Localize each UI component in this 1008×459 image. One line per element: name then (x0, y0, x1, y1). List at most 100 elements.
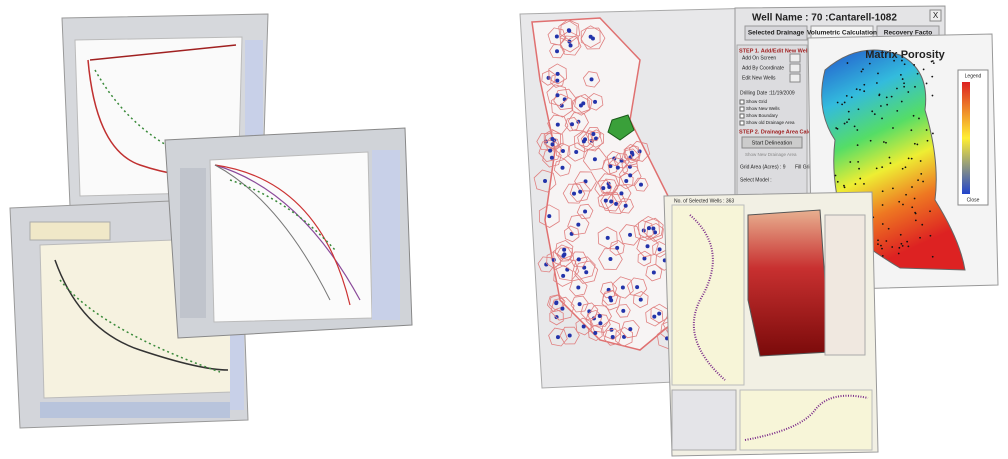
grid-cell (558, 19, 581, 43)
well (593, 99, 598, 104)
well (550, 137, 555, 142)
well (904, 166, 907, 169)
well (853, 125, 856, 128)
well (574, 150, 579, 155)
panel-title: Well Name : 70 :Cantarell-1082 (752, 13, 897, 24)
well (645, 244, 650, 249)
well (882, 141, 885, 143)
well (859, 177, 862, 180)
grid-cell (554, 239, 574, 260)
well (593, 330, 598, 335)
well (912, 114, 915, 117)
map-title: Matrix Porosity (865, 49, 945, 61)
legend-scale (962, 82, 970, 194)
close-label[interactable]: Close (967, 197, 980, 203)
grid-cell (577, 131, 593, 148)
curve (214, 164, 331, 301)
well (856, 144, 859, 147)
button[interactable] (789, 73, 801, 83)
well (921, 223, 924, 226)
well (863, 83, 866, 86)
grid-cell (618, 224, 642, 246)
grid-cell (538, 204, 560, 228)
well (903, 63, 906, 66)
grid-cell (569, 181, 591, 202)
well (843, 186, 846, 189)
well (603, 198, 608, 203)
well (931, 132, 934, 135)
button-label[interactable]: Add By Coordinate (742, 65, 784, 71)
well (914, 85, 916, 88)
well (623, 203, 628, 208)
well (850, 96, 853, 99)
grid-cell (594, 179, 613, 197)
well-grid (533, 19, 695, 350)
well (597, 313, 602, 318)
grid-cell (626, 277, 648, 297)
button-label[interactable]: Edit New Wells (742, 75, 776, 81)
well (906, 240, 909, 243)
button-label[interactable]: Add On Screen (742, 55, 776, 61)
well (891, 246, 894, 248)
checkbox[interactable] (739, 113, 745, 119)
checkbox[interactable] (739, 120, 745, 126)
grid-cell (650, 303, 668, 324)
well (907, 245, 910, 248)
grid-cell (580, 27, 606, 50)
well (878, 94, 881, 97)
well (836, 127, 839, 130)
grid-cell (550, 93, 573, 118)
well (560, 306, 565, 311)
well (834, 174, 837, 177)
well (877, 243, 879, 246)
well (562, 247, 567, 252)
well (835, 127, 838, 129)
well (886, 103, 889, 106)
well (901, 244, 904, 247)
well (900, 242, 903, 245)
well (836, 180, 839, 183)
well (863, 182, 865, 185)
button[interactable] (789, 63, 801, 73)
grid-cell (543, 129, 562, 149)
window-title: No. of Selected Wells : 363 (674, 198, 734, 204)
grid-cell (533, 169, 557, 193)
grid-cell (585, 126, 602, 142)
well (652, 314, 657, 319)
well (642, 256, 647, 261)
step-title: STEP 1. Add/Edit New Wells (739, 48, 812, 54)
well (614, 201, 619, 206)
well (925, 82, 928, 85)
well (901, 167, 904, 170)
well (629, 150, 634, 155)
grid-cell (587, 324, 603, 342)
well (601, 186, 606, 191)
well (841, 103, 844, 106)
tab[interactable] (744, 25, 808, 41)
well (856, 129, 859, 131)
grid-cell (628, 140, 651, 162)
well (845, 94, 848, 97)
grid-cell (548, 327, 568, 347)
well (621, 308, 626, 313)
well (929, 234, 932, 237)
close-button[interactable] (929, 9, 942, 22)
start-button[interactable] (741, 136, 803, 149)
grid-cell (623, 144, 641, 162)
well (543, 179, 548, 184)
well (581, 324, 586, 329)
checkbox[interactable] (739, 99, 745, 105)
well (615, 245, 620, 250)
well (578, 103, 583, 108)
checkbox[interactable] (739, 106, 745, 112)
well (562, 97, 567, 102)
checkbox-label: Show New Drainage Area (745, 152, 797, 157)
well (911, 206, 914, 209)
grid-cell (559, 326, 580, 345)
button[interactable] (789, 53, 801, 63)
grid-cell (537, 256, 555, 273)
grid-cell (586, 92, 604, 111)
well (567, 333, 572, 338)
well (846, 121, 848, 124)
